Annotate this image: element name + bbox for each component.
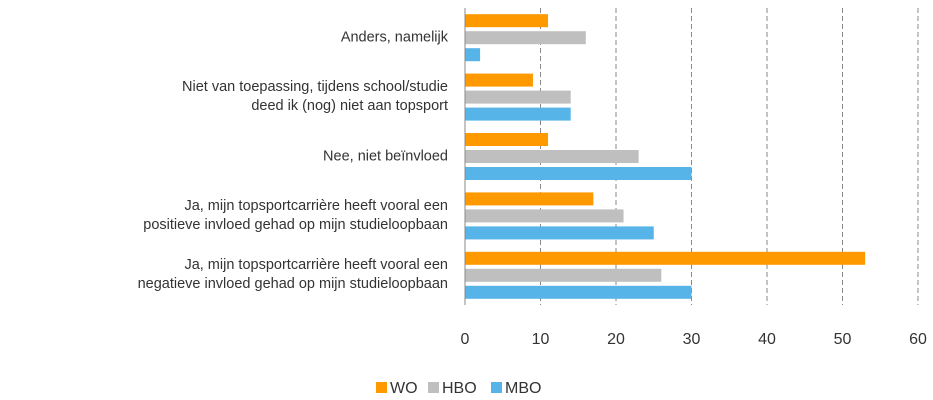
x-tick-label: 20	[607, 331, 625, 348]
y-tick-label: Ja, mijn topsportcarrière heeft vooral e…	[143, 197, 448, 233]
x-tick-label: 50	[834, 331, 852, 348]
x-tick-label: 30	[683, 331, 701, 348]
bar	[465, 107, 571, 121]
bar	[465, 285, 692, 299]
y-tick-label: Ja, mijn topsportcarrière heeft vooral e…	[137, 257, 448, 293]
x-tick-label: 10	[532, 331, 550, 348]
legend-swatch	[376, 382, 387, 393]
y-tick-label: Anders, namelijk	[340, 29, 448, 46]
bar	[465, 192, 594, 206]
legend-swatch	[491, 382, 502, 393]
bar	[465, 31, 586, 45]
x-tick-label: 40	[758, 331, 776, 348]
bar	[465, 133, 549, 146]
legend-label: MBO	[505, 380, 541, 397]
bar	[465, 226, 654, 240]
bar	[465, 150, 639, 163]
bar	[465, 209, 624, 223]
bar	[465, 73, 533, 87]
y-tick-label: Nee, niet beïnvloed	[323, 148, 448, 164]
legend-swatch	[428, 382, 439, 393]
bar	[465, 268, 662, 282]
bar	[465, 14, 549, 28]
legend-label: HBO	[442, 380, 477, 397]
x-tick-label: 60	[909, 331, 927, 348]
legend-label: WO	[390, 380, 418, 397]
bar	[465, 90, 571, 104]
y-tick-label: Niet van toepassing, tijdens school/stud…	[182, 79, 448, 115]
bar	[465, 48, 481, 62]
bar	[465, 167, 692, 180]
x-tick-label: 0	[461, 331, 470, 348]
bar	[465, 251, 866, 265]
